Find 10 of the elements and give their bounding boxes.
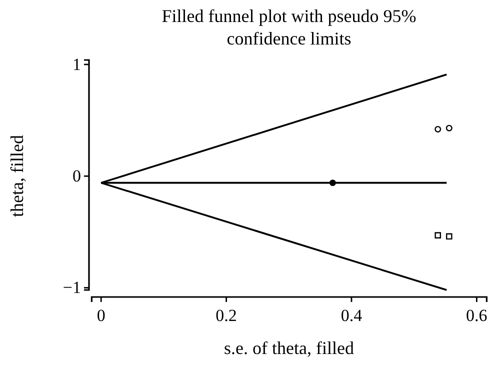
chart-title: Filled funnel plot with pseudo 95% confidence limits [162, 6, 416, 48]
x-axis-title: s.e. of theta, filled [224, 338, 354, 358]
y-tick-label: 1 [72, 54, 81, 74]
x-tick-label: 0 [96, 306, 106, 326]
y-tick-label: 0 [72, 166, 81, 186]
x-tick-label: 0.6 [466, 306, 488, 326]
x-tick-label: 0.2 [216, 306, 237, 326]
y-tick-label: −1 [62, 278, 81, 298]
y-axis-title: theta, filled [7, 135, 27, 217]
x-tick-label: 0.4 [340, 306, 363, 326]
